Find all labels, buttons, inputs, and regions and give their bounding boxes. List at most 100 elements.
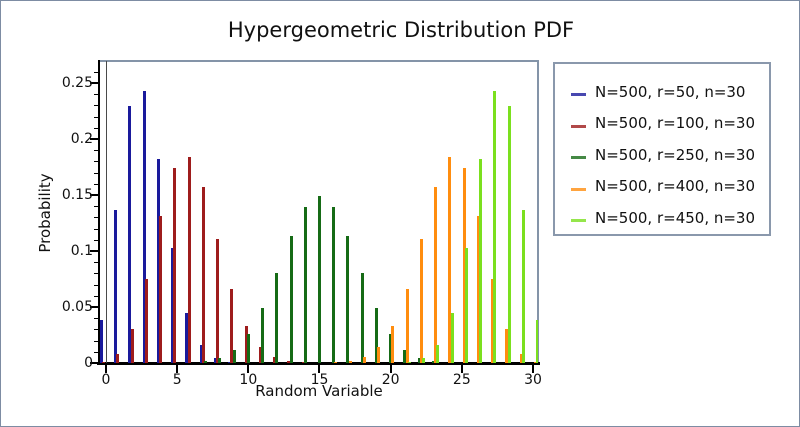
chart-title: Hypergeometric Distribution PDF [227, 18, 575, 42]
y-minor-tick [94, 262, 99, 264]
pdf-bar [448, 157, 452, 363]
y-minor-tick [94, 206, 99, 208]
y-tick-label: 0.1 [70, 243, 93, 259]
pdf-bar [436, 345, 440, 363]
pdf-bar [346, 236, 350, 363]
pdf-bar [275, 273, 279, 363]
pdf-bar [273, 357, 277, 363]
pdf-bar [519, 354, 523, 363]
pdf-bar [422, 357, 426, 363]
pdf-bar [505, 328, 509, 363]
y-minor-tick [94, 150, 99, 152]
x-major-tick [105, 365, 107, 373]
y-minor-tick [94, 351, 99, 353]
y-minor-tick [94, 183, 99, 185]
pdf-bar [403, 349, 407, 363]
x-major-tick [318, 365, 321, 373]
pdf-bar [407, 361, 411, 363]
legend-line-swatch [571, 219, 586, 223]
y-minor-tick [94, 71, 99, 73]
pdf-bar [102, 361, 106, 363]
y-minor-tick [94, 172, 99, 174]
legend-line-swatch [571, 124, 586, 128]
legend-item: N=500, r=100, n=30 [555, 108, 769, 140]
y-major-tick [90, 306, 99, 308]
pdf-bar [391, 325, 395, 363]
x-tick-label: 25 [452, 372, 471, 388]
pdf-bar [434, 187, 438, 363]
legend-line-swatch [571, 93, 586, 97]
x-tick-label: 30 [524, 372, 542, 388]
y-minor-tick [94, 217, 99, 219]
pdf-bar [258, 347, 262, 363]
x-axis-line [97, 362, 540, 365]
y-tick-label: 0.25 [61, 75, 93, 91]
y-minor-tick [94, 340, 99, 342]
legend: N=500, r=50, n=30 N=500, r=100, n=30 N=500… [553, 62, 771, 236]
y-minor-tick [94, 127, 99, 129]
pdf-bar [199, 345, 203, 363]
pdf-bar [171, 248, 175, 363]
y-major-tick [90, 362, 99, 364]
pdf-bar [201, 187, 205, 363]
y-tick-label: 0.15 [61, 187, 93, 203]
y-minor-tick [94, 116, 99, 118]
pdf-bar [116, 354, 120, 363]
y-minor-tick [94, 295, 99, 297]
y-minor-tick [94, 329, 99, 331]
pdf-bar [213, 357, 217, 363]
pdf-bar [389, 333, 393, 363]
pdf-bar [533, 361, 537, 363]
y-minor-tick [94, 273, 99, 275]
pdf-bar [317, 195, 321, 363]
pdf-bar [228, 361, 232, 363]
pdf-bar [287, 361, 291, 363]
legend-item: N=500, r=400, n=30 [555, 171, 769, 203]
y-axis-label: Probability [36, 173, 54, 253]
pdf-bar [261, 307, 265, 363]
pdf-bar [476, 216, 480, 363]
pdf-bar [464, 248, 468, 363]
pdf-bar [232, 349, 236, 363]
legend-item-label: N=500, r=250, n=30 [595, 145, 756, 164]
legend-item: N=500, r=250, n=30 [555, 139, 769, 171]
x-zero-line [106, 61, 107, 363]
y-major-tick [90, 194, 99, 196]
pdf-bar [289, 236, 293, 363]
y-tick-label: 0.05 [61, 299, 93, 315]
legend-item-label: N=500, r=400, n=30 [595, 177, 756, 196]
legend-item: N=500, r=50, n=30 [555, 76, 769, 108]
pdf-bar [100, 320, 103, 363]
pdf-bar [417, 357, 421, 363]
y-minor-tick [94, 284, 99, 286]
pdf-bar [479, 159, 483, 363]
pdf-bar [173, 167, 177, 363]
pdf-bar [185, 312, 189, 363]
x-major-tick [247, 365, 250, 373]
x-major-tick [531, 365, 534, 373]
legend-line-swatch [571, 187, 586, 191]
pdf-bar [348, 361, 352, 363]
pdf-bar [332, 206, 336, 363]
legend-item: N=500, r=450, n=30 [555, 202, 769, 234]
pdf-bar [230, 289, 234, 363]
pdf-bar [419, 238, 423, 363]
plot-frame-top [98, 60, 539, 62]
y-tick-label: 0.2 [70, 131, 93, 147]
y-tick-label: 0 [84, 355, 93, 371]
pdf-bar [431, 361, 435, 363]
pdf-bar [493, 90, 497, 363]
legend-item-label: N=500, r=100, n=30 [595, 114, 756, 133]
y-minor-tick [94, 228, 99, 230]
pdf-bar [204, 361, 208, 363]
y-major-tick [90, 250, 99, 252]
pdf-bar [507, 105, 511, 363]
y-minor-tick [94, 161, 99, 163]
pdf-bar [130, 328, 134, 363]
pdf-bar [144, 279, 148, 363]
x-tick-label: 10 [239, 372, 258, 388]
pdf-bar [450, 312, 454, 363]
legend-item-label: N=500, r=450, n=30 [595, 208, 756, 227]
pdf-bar [405, 289, 409, 363]
